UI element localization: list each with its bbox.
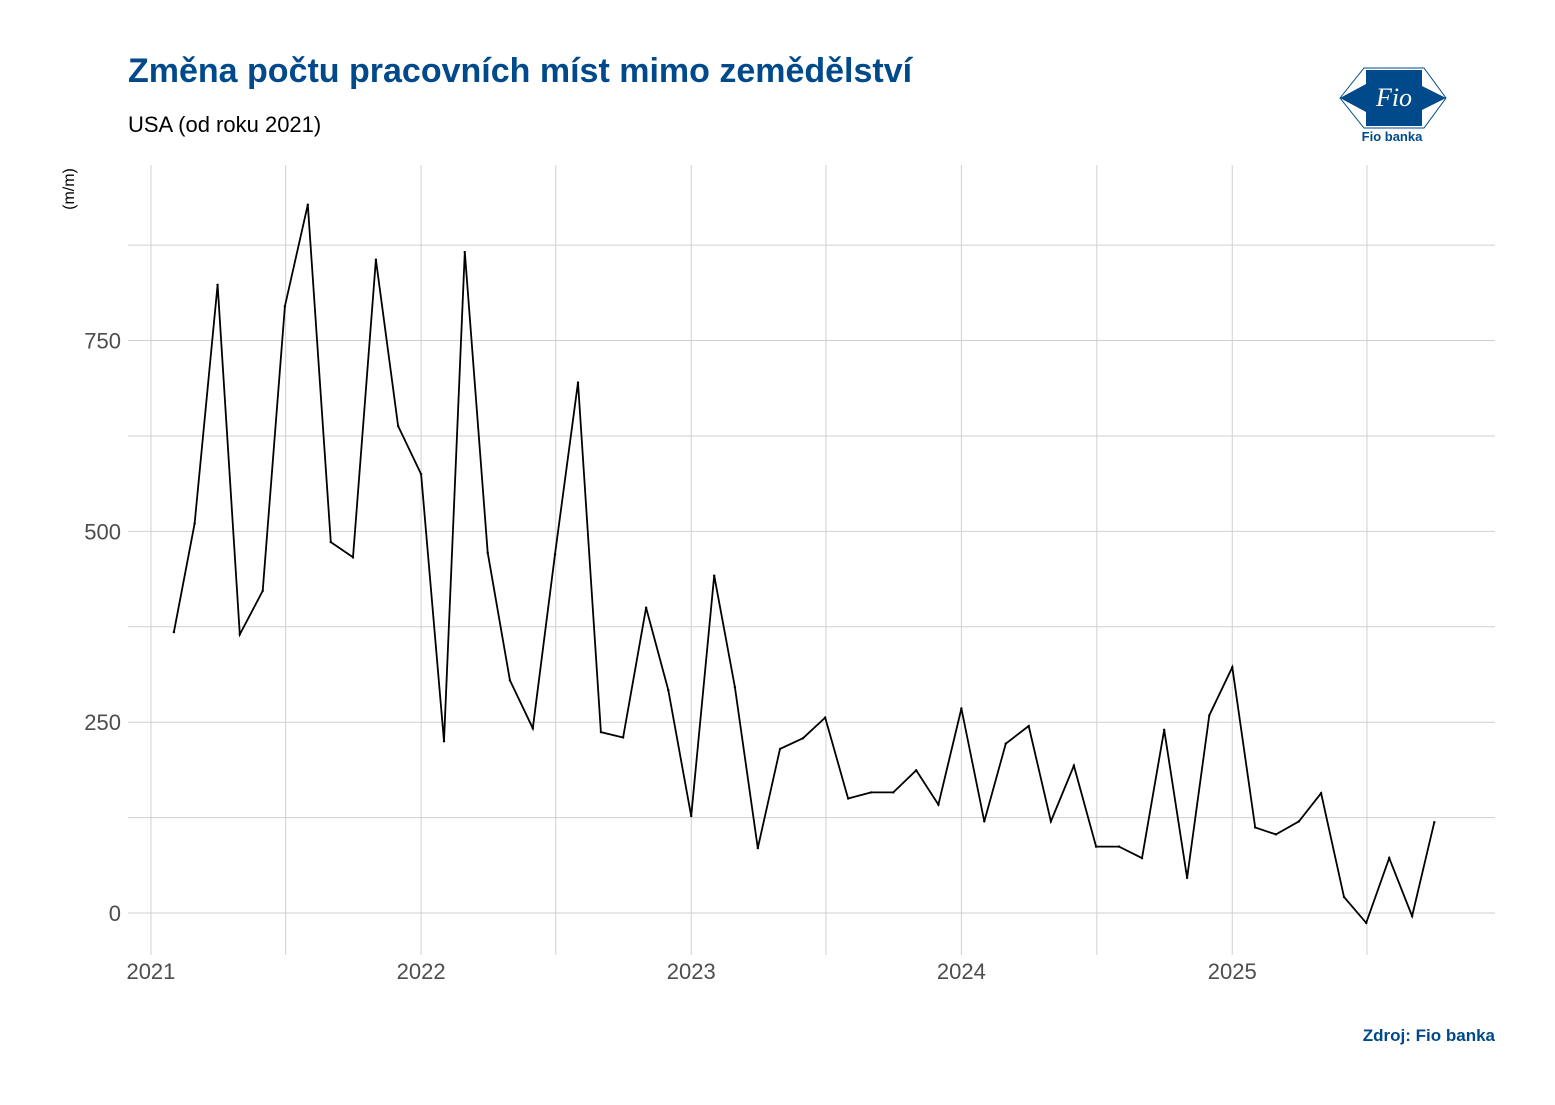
data-point <box>396 424 400 428</box>
data-point <box>576 381 580 384</box>
data-point <box>823 716 827 719</box>
data-point <box>1387 856 1391 860</box>
x-tick-label: 2022 <box>397 959 446 984</box>
data-point <box>1027 724 1030 728</box>
data-point <box>1342 895 1346 899</box>
logo-mark: Fio <box>1375 83 1412 112</box>
series-group <box>172 203 1436 925</box>
data-point <box>1094 845 1098 848</box>
data-point <box>733 685 737 689</box>
x-tick-label: 2023 <box>667 959 716 984</box>
data-point <box>667 688 670 692</box>
data-point <box>846 797 850 800</box>
data-point <box>1162 728 1166 732</box>
data-point <box>644 606 648 609</box>
data-point <box>1254 826 1257 829</box>
y-tick-label: 0 <box>109 901 121 926</box>
data-point <box>238 633 241 636</box>
series-line <box>173 204 1436 925</box>
data-point <box>621 736 625 739</box>
data-point <box>690 814 693 818</box>
data-point <box>1365 921 1368 925</box>
data-point <box>329 540 332 544</box>
data-point <box>801 737 805 740</box>
y-axis-label: (m/m) <box>61 168 78 210</box>
x-tick-label: 2024 <box>937 959 986 984</box>
data-point <box>193 522 196 525</box>
grid-lines <box>128 165 1495 955</box>
data-point <box>937 803 940 806</box>
data-point <box>1297 820 1301 823</box>
y-tick-label: 250 <box>84 710 121 735</box>
y-axis-ticks: 0 250 500 750 <box>84 329 121 926</box>
data-point <box>712 574 716 577</box>
data-point <box>283 305 287 308</box>
data-point <box>1231 666 1234 669</box>
data-point <box>1410 914 1414 918</box>
data-point <box>172 630 176 634</box>
y-tick-label: 500 <box>84 519 121 544</box>
data-point <box>1185 876 1189 880</box>
data-point <box>261 589 264 593</box>
data-point <box>374 258 378 261</box>
data-point <box>553 553 557 556</box>
data-point <box>486 551 489 554</box>
data-point <box>756 846 760 850</box>
data-point <box>1208 714 1211 717</box>
data-point <box>1274 833 1278 836</box>
data-point <box>915 769 918 772</box>
logo-name: Fio banka <box>1361 129 1423 144</box>
data-point <box>1319 791 1323 795</box>
data-point <box>869 791 873 794</box>
fio-logo-icon: Fio <box>1339 67 1447 129</box>
chart-subtitle: USA (od roku 2021) <box>128 112 322 137</box>
chart-title: Změna počtu pracovních míst mimo zeměděl… <box>128 52 913 90</box>
data-point <box>892 791 895 794</box>
data-point <box>1004 742 1007 745</box>
data-point <box>1072 764 1076 767</box>
data-point <box>960 707 963 710</box>
data-point <box>508 679 512 682</box>
data-point <box>306 203 310 206</box>
data-point <box>1117 845 1121 848</box>
data-point <box>1433 820 1436 824</box>
data-point <box>983 820 986 823</box>
data-point <box>1140 856 1144 860</box>
data-point <box>599 730 603 734</box>
x-axis-ticks: 2021 2022 2023 2024 2025 <box>126 959 1256 984</box>
data-point <box>351 556 355 559</box>
data-point <box>463 250 466 254</box>
data-point <box>1049 820 1053 823</box>
data-point <box>778 747 782 751</box>
data-point <box>531 727 535 730</box>
data-point <box>216 283 219 287</box>
y-tick-label: 750 <box>84 329 121 354</box>
x-tick-label: 2021 <box>126 959 175 984</box>
source-note: Zdroj: Fio banka <box>1362 1026 1495 1045</box>
data-point <box>442 740 446 743</box>
data-point <box>419 472 423 476</box>
x-tick-label: 2025 <box>1208 959 1257 984</box>
